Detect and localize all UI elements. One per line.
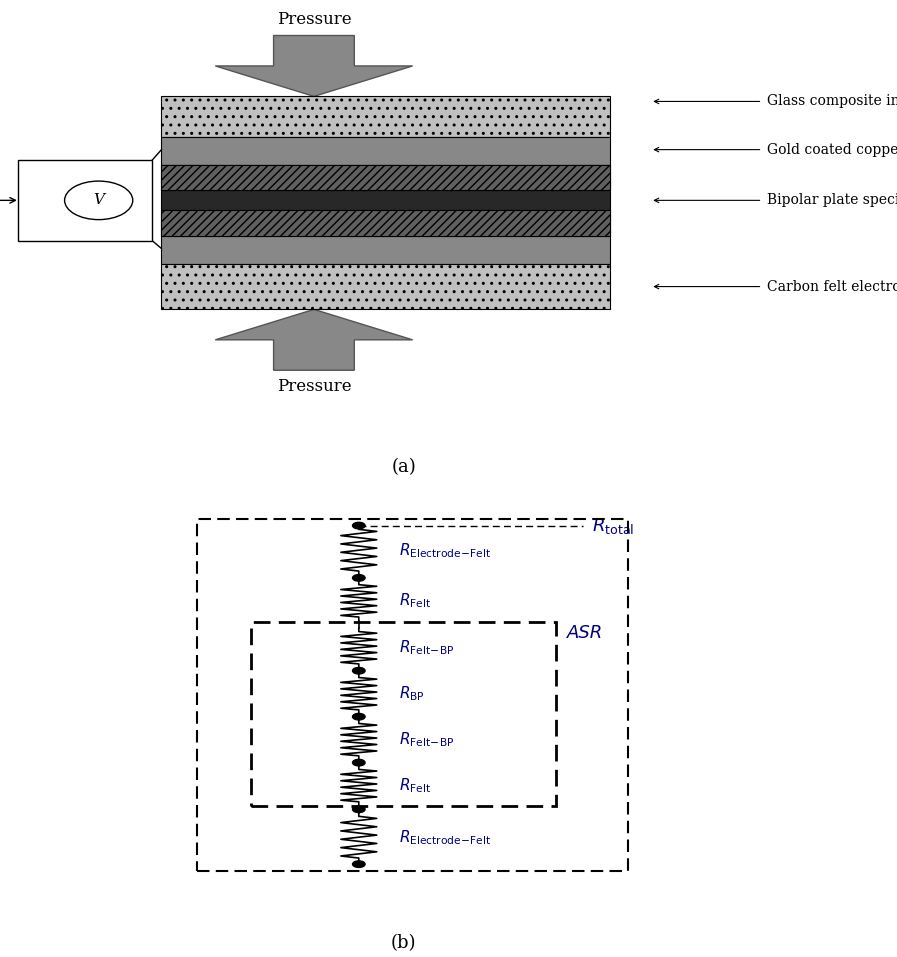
Circle shape (353, 806, 365, 812)
Text: $R_\mathrm{Electrode\!-\!Felt}$: $R_\mathrm{Electrode\!-\!Felt}$ (399, 828, 492, 847)
Text: $R_\mathrm{Felt}$: $R_\mathrm{Felt}$ (399, 591, 431, 611)
Text: $R_\mathrm{Felt\!-\!BP}$: $R_\mathrm{Felt\!-\!BP}$ (399, 730, 455, 749)
Circle shape (353, 861, 365, 867)
Text: $R_\mathrm{total}$: $R_\mathrm{total}$ (592, 516, 634, 536)
Text: $R_\mathrm{Electrode\!-\!Felt}$: $R_\mathrm{Electrode\!-\!Felt}$ (399, 541, 492, 560)
Bar (161, 211, 610, 235)
Text: $R_\mathrm{Felt}$: $R_\mathrm{Felt}$ (399, 776, 431, 795)
Circle shape (353, 713, 365, 720)
Text: Glass composite insulator: Glass composite insulator (767, 95, 897, 108)
Bar (161, 264, 610, 309)
Bar (197, 519, 628, 871)
Text: $R_\mathrm{BP}$: $R_\mathrm{BP}$ (399, 684, 425, 703)
Text: Carbon felt electrode: Carbon felt electrode (767, 279, 897, 294)
Circle shape (65, 181, 133, 219)
Bar (161, 165, 610, 190)
Text: $R_\mathrm{Felt\!-\!BP}$: $R_\mathrm{Felt\!-\!BP}$ (399, 638, 455, 657)
Bar (161, 97, 610, 137)
Text: ASR: ASR (567, 624, 603, 642)
Circle shape (353, 574, 365, 581)
Bar (161, 190, 610, 211)
Text: V: V (93, 193, 104, 208)
Circle shape (353, 759, 365, 766)
Circle shape (353, 523, 365, 529)
Text: (b): (b) (391, 934, 416, 952)
Bar (161, 165, 610, 190)
Bar (161, 137, 610, 165)
Bar (18, 160, 152, 241)
Bar (251, 622, 556, 807)
Text: (a): (a) (391, 457, 416, 476)
Polygon shape (215, 309, 413, 370)
Text: Gold coated copper electrode: Gold coated copper electrode (767, 143, 897, 157)
Circle shape (353, 667, 365, 674)
Polygon shape (215, 35, 413, 97)
Text: Pressure: Pressure (276, 11, 352, 28)
Text: Pressure: Pressure (276, 378, 352, 395)
Text: Bipolar plate specimen: Bipolar plate specimen (767, 193, 897, 208)
Bar (161, 235, 610, 264)
Bar (161, 211, 610, 235)
